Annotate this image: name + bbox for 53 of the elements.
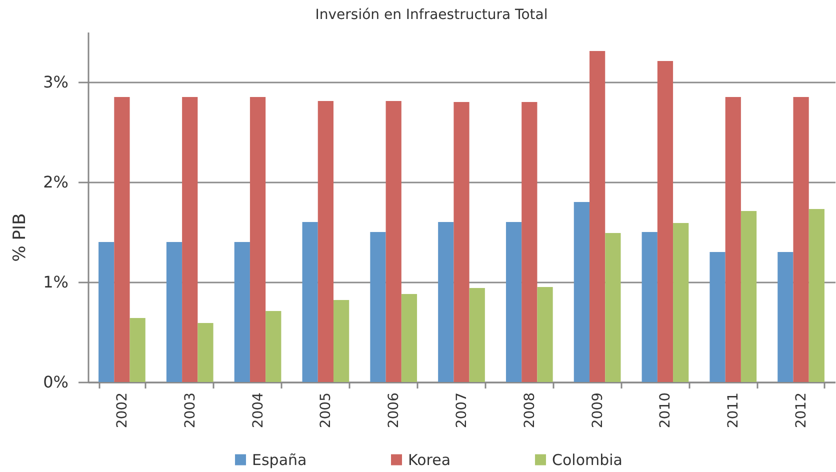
x-tick-label: 2012 (794, 392, 810, 428)
bar (673, 223, 689, 382)
x-tick-label: 2009 (590, 392, 606, 428)
chart-title: Inversión en Infraestructura Total (315, 7, 548, 23)
y-tick-label: 3% (43, 72, 68, 92)
bar (778, 252, 794, 382)
bar (333, 300, 350, 382)
legend-label: España (252, 450, 307, 469)
bar (657, 61, 674, 382)
bar (710, 252, 726, 382)
x-tick-label: 2003 (182, 392, 198, 428)
bar (318, 101, 334, 382)
bar (182, 97, 198, 382)
x-tick-label: 2011 (726, 392, 742, 428)
bar (386, 101, 402, 382)
bar (793, 97, 809, 382)
y-tick-label: 1% (43, 272, 68, 292)
x-tick-label: 2002 (114, 392, 130, 428)
x-tick-label: 2007 (454, 392, 470, 428)
bar (401, 294, 418, 382)
x-tick-label: 2004 (250, 392, 266, 428)
bar (590, 51, 606, 382)
bar (808, 209, 824, 382)
x-tick-label: 2006 (386, 392, 402, 428)
bar (98, 242, 114, 382)
bar (537, 287, 553, 382)
bar (266, 311, 282, 382)
legend-label: Colombia (552, 450, 622, 469)
y-tick-label: 2% (43, 172, 68, 192)
bar (574, 202, 590, 382)
legend-label: Korea (408, 450, 451, 469)
bar (642, 232, 658, 382)
bar (302, 222, 318, 382)
bar (506, 222, 522, 382)
bar (370, 232, 386, 382)
bar (114, 97, 130, 382)
bar (234, 242, 250, 382)
y-tick-label: 0% (43, 372, 68, 392)
bar (469, 288, 485, 382)
y-axis-title: % PIB (10, 213, 30, 262)
x-tick-label: 2008 (522, 392, 538, 428)
bar (725, 97, 741, 382)
bar (166, 242, 182, 382)
bar (522, 102, 538, 382)
bar (454, 102, 470, 382)
bar (198, 323, 214, 382)
x-tick-label: 2005 (318, 392, 334, 428)
bar (438, 222, 454, 382)
x-tick-label: 2010 (658, 392, 674, 428)
bar (130, 318, 146, 382)
bar (740, 211, 757, 382)
bar (605, 233, 621, 382)
bar (250, 97, 266, 382)
